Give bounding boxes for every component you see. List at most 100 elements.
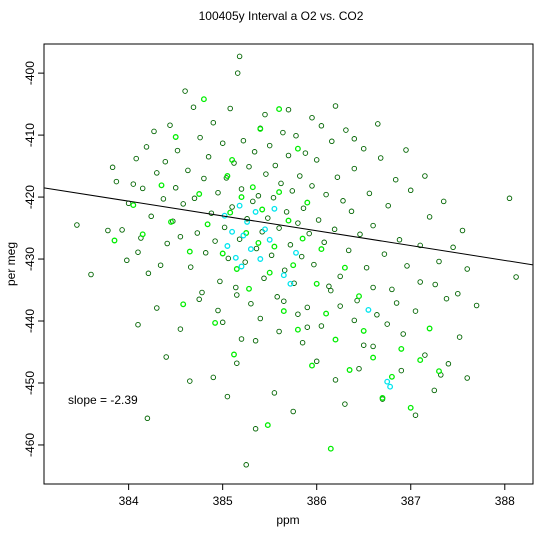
data-point bbox=[332, 103, 339, 109]
data-point bbox=[304, 324, 311, 330]
data-point bbox=[412, 412, 419, 418]
x-axis: 384 385 386 387 388 bbox=[119, 484, 515, 508]
data-point bbox=[326, 283, 332, 290]
data-point bbox=[180, 301, 187, 308]
data-point bbox=[233, 266, 240, 272]
data-point bbox=[271, 390, 278, 396]
data-point bbox=[348, 208, 355, 215]
data-point bbox=[417, 242, 423, 249]
data-point bbox=[130, 202, 137, 209]
data-point bbox=[283, 209, 290, 215]
y-tick-label: -420 bbox=[23, 185, 37, 209]
data-point bbox=[379, 394, 386, 401]
data-point bbox=[381, 251, 388, 257]
data-point bbox=[204, 221, 211, 228]
x-tick-label: 384 bbox=[119, 494, 139, 508]
data-point bbox=[291, 280, 297, 286]
data-point bbox=[247, 246, 254, 253]
data-point bbox=[340, 198, 346, 204]
data-point bbox=[225, 255, 232, 262]
data-point bbox=[145, 270, 152, 277]
data-point bbox=[356, 293, 362, 300]
data-point bbox=[212, 238, 218, 244]
data-point bbox=[318, 123, 325, 129]
data-point bbox=[257, 256, 264, 262]
data-point bbox=[351, 317, 358, 324]
data-point bbox=[252, 338, 259, 344]
data-point bbox=[385, 202, 391, 209]
data-point bbox=[252, 208, 259, 215]
chart-title: 100405y Interval a O2 vs. CO2 bbox=[199, 9, 364, 23]
data-point bbox=[357, 231, 363, 238]
data-point bbox=[182, 88, 188, 94]
data-point bbox=[135, 321, 141, 328]
data-point bbox=[74, 222, 80, 228]
data-point bbox=[196, 191, 203, 197]
data-point bbox=[139, 185, 146, 192]
data-point bbox=[445, 361, 452, 367]
y-tick-label: -400 bbox=[23, 61, 37, 85]
data-point bbox=[174, 147, 181, 154]
data-point bbox=[407, 404, 414, 411]
data-point bbox=[238, 194, 245, 201]
data-point bbox=[111, 237, 118, 244]
data-point bbox=[264, 422, 271, 429]
data-point bbox=[337, 303, 343, 309]
data-point bbox=[343, 127, 349, 133]
data-point bbox=[360, 145, 367, 152]
data-point bbox=[374, 312, 380, 318]
data-point bbox=[276, 106, 283, 113]
data-point bbox=[287, 280, 294, 287]
data-point bbox=[294, 326, 301, 333]
data-point bbox=[271, 205, 278, 212]
data-point bbox=[229, 228, 236, 235]
data-point bbox=[224, 393, 231, 400]
data-point bbox=[304, 199, 311, 206]
data-point bbox=[158, 182, 165, 189]
data-point bbox=[229, 204, 235, 210]
data-point bbox=[422, 352, 428, 358]
data-point bbox=[227, 105, 233, 112]
data-point bbox=[321, 239, 327, 246]
data-point bbox=[238, 186, 245, 192]
data-point bbox=[293, 249, 299, 256]
data-point bbox=[187, 378, 193, 384]
data-point bbox=[268, 252, 275, 259]
data-point bbox=[143, 144, 150, 150]
data-point bbox=[432, 281, 438, 288]
data-point bbox=[306, 230, 312, 237]
data-point bbox=[197, 134, 203, 141]
data-points bbox=[74, 53, 519, 468]
data-point bbox=[293, 132, 299, 139]
data-point bbox=[217, 278, 223, 285]
data-point bbox=[440, 198, 447, 205]
data-point bbox=[234, 292, 240, 298]
data-point bbox=[232, 254, 239, 261]
data-point bbox=[280, 308, 287, 315]
data-point bbox=[426, 214, 433, 220]
data-point bbox=[240, 137, 247, 144]
data-point bbox=[124, 257, 130, 264]
data-point bbox=[455, 290, 461, 297]
data-point bbox=[398, 345, 405, 352]
data-point bbox=[263, 171, 269, 177]
data-point bbox=[157, 262, 164, 268]
data-point bbox=[253, 245, 260, 252]
data-point bbox=[329, 138, 335, 145]
data-point bbox=[215, 189, 221, 196]
data-point bbox=[297, 173, 303, 179]
data-point bbox=[167, 122, 173, 128]
data-point bbox=[313, 280, 320, 287]
data-point bbox=[266, 269, 273, 276]
data-point bbox=[294, 145, 301, 152]
y-axis: -400 -410 -420 -430 -440 -450 -460 bbox=[23, 61, 44, 457]
data-point bbox=[88, 271, 94, 278]
data-point bbox=[194, 230, 201, 236]
data-point bbox=[290, 408, 296, 415]
data-point bbox=[295, 311, 301, 317]
data-point bbox=[388, 373, 395, 380]
data-point bbox=[144, 415, 151, 422]
x-tick-label: 386 bbox=[307, 494, 327, 508]
data-point bbox=[133, 155, 139, 162]
data-point bbox=[295, 220, 301, 226]
